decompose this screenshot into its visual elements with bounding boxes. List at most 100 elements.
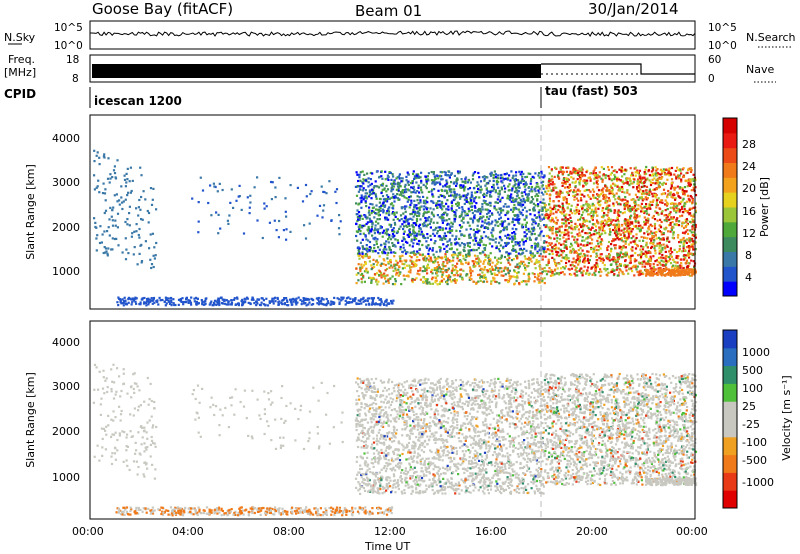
heatmap-cell [543, 206, 546, 209]
heatmap-cell [427, 252, 430, 255]
heatmap-cell [351, 301, 354, 304]
heatmap-cell [674, 186, 677, 189]
heatmap-cell [402, 243, 405, 246]
heatmap-cell [410, 212, 414, 215]
heatmap-cell [394, 278, 397, 281]
heatmap-cell [688, 199, 691, 202]
heatmap-cell [617, 209, 620, 212]
heatmap-cell [586, 241, 589, 244]
heatmap-cell [618, 247, 621, 250]
heatmap-cell [682, 245, 685, 248]
heatmap-cell [623, 252, 626, 255]
heatmap-cell [491, 235, 494, 238]
heatmap-cell [364, 299, 367, 302]
heatmap-cell [644, 178, 647, 181]
heatmap-cell [443, 211, 446, 215]
heatmap-cell [362, 256, 365, 259]
heatmap-cell [217, 299, 221, 302]
heatmap-cell [564, 219, 567, 222]
heatmap-cell [677, 209, 680, 212]
heatmap-cell [608, 189, 611, 192]
heatmap-cell [237, 302, 240, 306]
heatmap-cell [517, 271, 520, 274]
heatmap-cell [494, 256, 497, 259]
heatmap-cell [451, 269, 454, 272]
heatmap-cell [431, 179, 434, 182]
heatmap-cell [629, 257, 632, 260]
heatmap-cell [611, 186, 614, 189]
heatmap-cell [358, 302, 361, 305]
heatmap-cell [498, 207, 501, 210]
heatmap-cell [560, 243, 563, 246]
heatmap-cell [686, 210, 689, 213]
heatmap-cell [366, 299, 369, 303]
heatmap-cell [251, 297, 254, 300]
heatmap-cell [436, 257, 439, 260]
heatmap-cell [555, 222, 558, 225]
heatmap-cell [386, 274, 389, 277]
heatmap-cell [586, 266, 590, 269]
heatmap-cell [532, 176, 536, 179]
heatmap-cell [374, 260, 378, 263]
heatmap-cell [308, 301, 311, 304]
heatmap-cell [625, 265, 628, 268]
heatmap-cell [424, 185, 427, 188]
heatmap-cell [517, 179, 520, 182]
heatmap-cell [512, 200, 515, 203]
heatmap-cell [106, 230, 109, 233]
heatmap-cell [390, 188, 393, 191]
heatmap-cell [669, 230, 672, 233]
heatmap-cell [375, 240, 378, 243]
heatmap-cell [368, 256, 371, 259]
heatmap-cell [562, 250, 566, 253]
heatmap-cell [440, 171, 444, 174]
heatmap-cell [514, 241, 517, 244]
heatmap-cell [395, 273, 398, 276]
heatmap-cell [446, 269, 449, 272]
heatmap-cell [436, 230, 439, 233]
heatmap-cell [564, 257, 567, 260]
heatmap-cell [417, 269, 420, 272]
heatmap-cell [420, 171, 423, 174]
heatmap-cell [388, 246, 391, 249]
heatmap-cell [513, 178, 516, 181]
heatmap-cell [496, 174, 500, 177]
heatmap-cell [416, 195, 419, 198]
heatmap-cell [308, 222, 311, 225]
heatmap-cell [374, 227, 377, 230]
heatmap-cell [619, 179, 622, 182]
heatmap-cell [488, 238, 491, 241]
heatmap-cell [381, 273, 384, 276]
heatmap-cell [671, 220, 674, 224]
heatmap-cell [360, 255, 363, 258]
heatmap-cell [419, 176, 422, 179]
heatmap-cell [465, 228, 468, 231]
heatmap-cell [588, 205, 592, 208]
heatmap-cell [417, 210, 420, 213]
heatmap-cell [555, 246, 558, 249]
heatmap-cell [508, 189, 511, 192]
heatmap-cell [495, 208, 498, 211]
heatmap-cell [201, 303, 204, 306]
heatmap-cell [408, 254, 411, 258]
heatmap-cell [370, 303, 373, 306]
heatmap-cell [451, 209, 454, 213]
heatmap-cell [527, 261, 530, 265]
heatmap-cell [590, 215, 593, 218]
heatmap-cell [542, 241, 546, 244]
heatmap-cell [413, 278, 416, 281]
heatmap-cell [679, 208, 682, 212]
heatmap-cell [129, 191, 132, 194]
heatmap-cell [361, 224, 364, 227]
heatmap-cell [547, 189, 550, 192]
heatmap-cell [541, 245, 544, 249]
freq-left-tick-top: 18 [66, 54, 79, 66]
heatmap-cell [661, 201, 664, 204]
heatmap-cell [413, 253, 416, 257]
heatmap-cell [495, 181, 498, 184]
heatmap-cell [516, 213, 519, 216]
heatmap-cell [363, 195, 366, 198]
heatmap-cell [268, 221, 271, 224]
heatmap-cell [374, 249, 377, 253]
heatmap-cell [386, 188, 390, 191]
